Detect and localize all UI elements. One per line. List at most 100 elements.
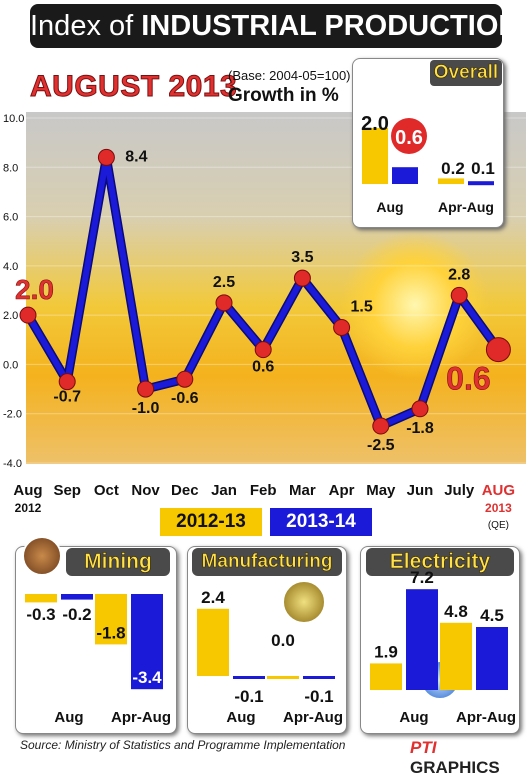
y-tick-label: -4.0: [3, 458, 22, 470]
x-tick-label: Oct: [94, 482, 119, 499]
data-point: [97, 148, 115, 166]
data-point: [176, 370, 194, 388]
x-tick-label: Jan: [211, 482, 237, 499]
y-tick-label: 2.0: [3, 310, 18, 322]
bar: [468, 181, 494, 186]
bar-value-label: 2.0: [361, 113, 389, 135]
x-tick-sublabel: 2012: [15, 501, 42, 515]
x-tick-label: AUG: [482, 482, 515, 499]
bar: [233, 676, 265, 679]
electricity-title: Electricity: [366, 548, 514, 576]
x-tick-label: Apr: [329, 482, 355, 499]
bar: [476, 627, 508, 690]
base-note: (Base: 2004-05=100): [228, 68, 351, 83]
data-point: [333, 318, 351, 336]
x-tick-label: Aug: [376, 199, 403, 215]
x-tick-label: May: [366, 482, 396, 499]
x-tick-label: Feb: [250, 482, 277, 499]
data-label: 1.5: [350, 298, 372, 315]
data-label: 2.8: [448, 266, 470, 283]
y-tick-label: 4.0: [3, 261, 18, 273]
sector-bar-charts: -0.3 -0.2 Aug -1.8 -3.4 Apr-Aug 2.4 -0.1 Aug 0.0 -…: [25, 568, 516, 726]
bar-value-label: -0.1: [234, 687, 263, 706]
data-point: [19, 306, 37, 324]
data-label: 0.6: [252, 359, 274, 376]
data-label: 2.0: [15, 274, 54, 305]
data-label: -0.7: [53, 389, 81, 406]
x-tick-label: Mar: [289, 482, 316, 499]
data-label: -0.6: [171, 390, 199, 407]
credit: PTI GRAPHICS: [410, 738, 530, 778]
data-point: [485, 337, 511, 363]
bar: [440, 622, 472, 690]
bar-value-label: 4.8: [444, 602, 468, 621]
bar-value-label: 0.1: [471, 159, 495, 178]
bar-value-label: -0.1: [304, 687, 333, 706]
page-title: Index of INDUSTRIAL PRODUCTION: [30, 4, 519, 48]
data-label: -2.5: [367, 437, 395, 454]
bar: [362, 128, 388, 184]
value-badge: [391, 118, 427, 154]
manufacturing-title: Manufacturing: [192, 548, 342, 576]
x-tick-label: Apr-Aug: [456, 709, 516, 726]
bar: [61, 594, 93, 600]
credit-brand: PTI: [410, 738, 437, 757]
bar-value-label: -1.8: [96, 623, 125, 642]
x-tick-label: Apr-Aug: [111, 709, 171, 726]
headline: AUGUST 2013: [29, 70, 238, 104]
x-tick-label: Jun: [407, 482, 434, 499]
data-label: -1.8: [406, 420, 434, 437]
bar: [95, 594, 127, 645]
data-point: [215, 294, 233, 312]
y-tick-label: 0.0: [3, 359, 18, 371]
data-label: -1.0: [132, 400, 160, 417]
bar-value-label: 0.6: [395, 127, 423, 149]
bar-value-label: -3.4: [132, 668, 162, 687]
bar-value-label: 0.2: [441, 159, 465, 178]
main-line-chart: 10.08.06.04.02.00.0-2.0-4.0 2.0Aug2012-0…: [3, 113, 516, 531]
bar: [370, 663, 402, 690]
mining-truck-icon: [22, 536, 62, 576]
bar: [267, 676, 299, 679]
data-point: [372, 417, 390, 435]
bar-value-label: -0.3: [26, 605, 55, 624]
title-prefix: Index of: [30, 10, 142, 42]
x-tick-label: Aug: [399, 709, 428, 726]
overall-bar-chart: 2.0 0.6 Aug 0.2 0.1 Apr-Aug: [361, 113, 495, 215]
y-tick-label: -2.0: [3, 409, 22, 421]
growth-label: Growth in %: [228, 85, 339, 106]
x-tick-label: Apr-Aug: [438, 199, 494, 215]
bar: [25, 594, 57, 603]
x-tick-label: Sep: [53, 482, 81, 499]
overall-title: Overall: [430, 60, 502, 86]
source-note: Source: Ministry of Statistics and Progr…: [20, 738, 346, 752]
x-tick-label: Aug: [54, 709, 83, 726]
qe-note: (QE): [488, 520, 509, 531]
data-label: 3.5: [291, 249, 313, 266]
x-tick-label: Dec: [171, 482, 199, 499]
bar: [392, 167, 418, 184]
y-tick-label: 8.0: [3, 162, 18, 174]
bar-value-label: 4.5: [480, 606, 504, 625]
bar: [406, 589, 438, 690]
x-tick-label: Aug: [226, 709, 255, 726]
data-point: [293, 269, 311, 287]
bar: [303, 676, 335, 679]
bar: [131, 594, 163, 690]
x-tick-sublabel: 2013: [485, 501, 512, 515]
data-point: [411, 400, 429, 418]
mining-title: Mining: [66, 548, 170, 576]
y-tick-label: 6.0: [3, 212, 18, 224]
legend-2012-13: 2012-13: [160, 508, 262, 536]
y-tick-label: 10.0: [3, 113, 24, 125]
factory-worker-icon: [282, 580, 326, 624]
credit-text: GRAPHICS: [410, 758, 500, 777]
data-point: [137, 380, 155, 398]
bar-value-label: 1.9: [374, 642, 398, 661]
x-tick-label: Aug: [13, 482, 42, 499]
data-point: [450, 286, 468, 304]
bar: [197, 608, 229, 676]
data-label: 2.5: [213, 274, 235, 291]
bar-value-label: 7.2: [410, 568, 434, 587]
x-tick-label: Nov: [131, 482, 160, 499]
